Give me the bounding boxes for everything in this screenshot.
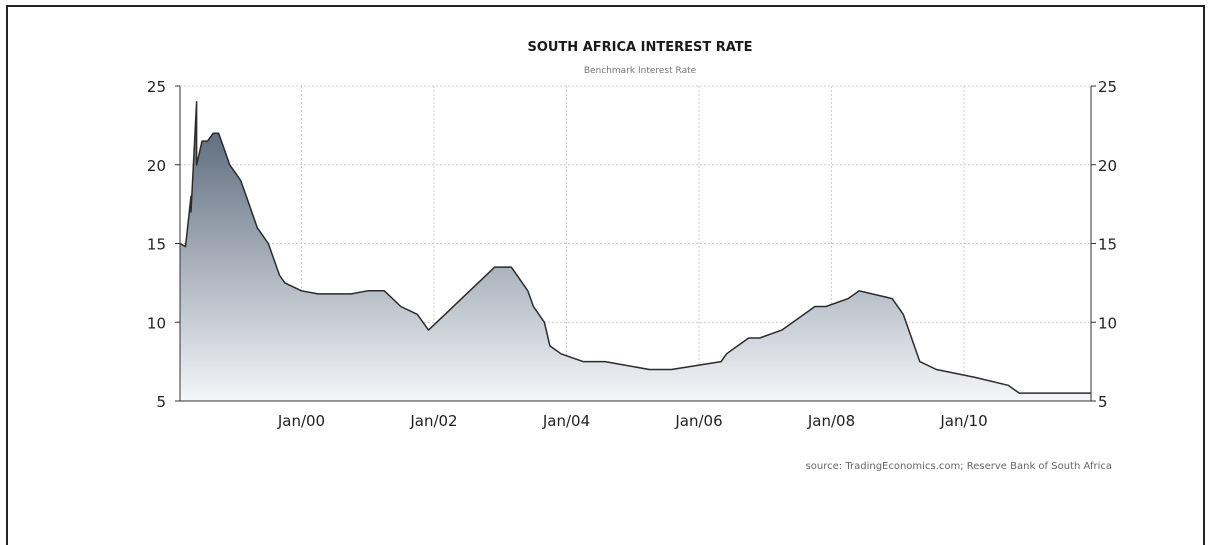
x-tick-label: Jan/04 [542, 412, 590, 430]
grid-lines [180, 85, 1091, 402]
x-tick-label: Jan/00 [277, 412, 325, 430]
source-note: source: TradingEconomics.com; Reserve Ba… [806, 461, 1112, 472]
y-tick-label-right: 25 [1098, 78, 1117, 96]
axes [175, 85, 1096, 402]
interest-rate-chart: SOUTH AFRICA INTEREST RATE Benchmark Int… [147, 40, 1117, 472]
tick-labels: 5 5 10 10 15 15 20 20 25 25 Jan/00 Jan/02 Jan/04 Jan/… [147, 78, 1117, 430]
y-tick-label-left: 10 [147, 314, 166, 332]
x-tick-label: Jan/08 [807, 412, 855, 430]
y-tick-label-left: 5 [156, 393, 166, 411]
chart-subtitle: Benchmark Interest Rate [584, 66, 697, 76]
x-tick-label: Jan/06 [674, 412, 722, 430]
series-area [180, 101, 1091, 402]
y-tick-label-left: 15 [147, 236, 166, 254]
y-tick-label-right: 5 [1098, 393, 1108, 411]
chart-title: SOUTH AFRICA INTEREST RATE [527, 40, 752, 55]
y-tick-label-left: 20 [147, 157, 166, 175]
y-tick-label-right: 10 [1098, 314, 1117, 332]
area-layer [179, 101, 1091, 402]
series-line [179, 101, 1091, 394]
x-tick-label: Jan/10 [939, 412, 987, 430]
y-tick-label-right: 20 [1098, 157, 1117, 175]
y-tick-label-right: 15 [1098, 236, 1117, 254]
y-tick-label-left: 25 [147, 78, 166, 96]
x-tick-label: Jan/02 [409, 412, 457, 430]
